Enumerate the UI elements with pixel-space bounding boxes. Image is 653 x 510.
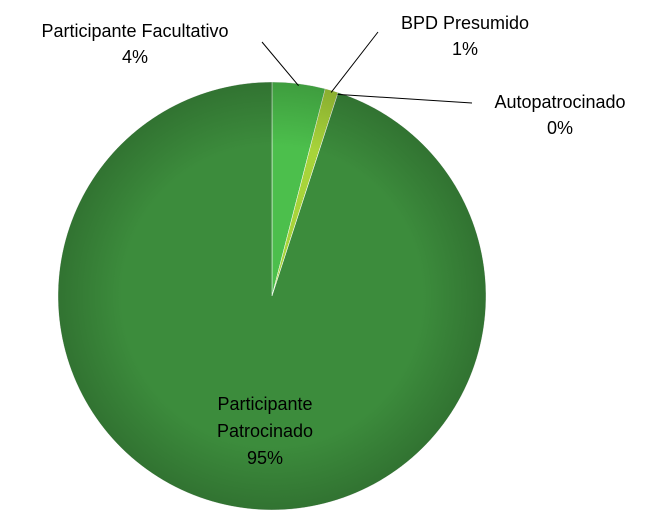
pie	[57, 81, 487, 510]
slice-label: BPD Presumido	[401, 13, 529, 33]
slice-value-label: 0%	[547, 118, 573, 138]
leader-line	[330, 31, 379, 93]
slice-value-label: 1%	[452, 39, 478, 59]
leader-line	[261, 41, 299, 86]
slice-label: Participante Facultativo	[41, 21, 228, 41]
pie-slice	[57, 81, 487, 510]
slice-value-label: 4%	[122, 47, 148, 67]
slice-label: Autopatrocinado	[494, 92, 625, 112]
slice-label: Participante Patrocinado	[217, 394, 313, 441]
leader-line	[337, 93, 473, 104]
labels: Participante Facultativo 4% BPD Presumido 1…	[41, 13, 625, 468]
slice-value-label: 95%	[247, 448, 283, 468]
